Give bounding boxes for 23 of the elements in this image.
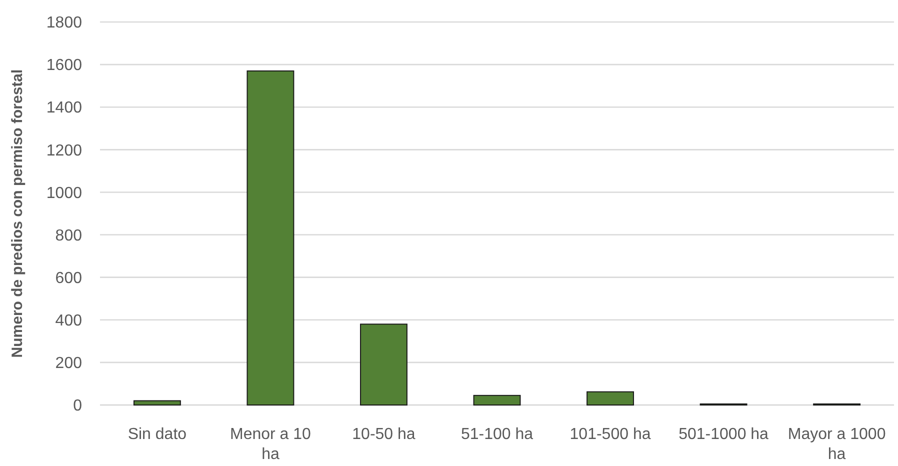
y-tick-label: 0 (73, 398, 82, 415)
bar (133, 400, 181, 406)
y-tick-label: 600 (55, 270, 82, 287)
x-tick-label: 10-50 ha (352, 426, 416, 443)
y-tick-label: 800 (55, 227, 82, 244)
y-axis-title: Numero de predios con permiso forestal (9, 69, 26, 358)
y-tick-label: 1000 (46, 184, 82, 202)
x-tick-label: 501-1000 ha (678, 426, 769, 443)
bar (586, 391, 634, 406)
bar (246, 70, 294, 406)
x-tick-label: Menor a 10 ha (230, 426, 312, 463)
y-tick-label: 400 (55, 312, 82, 330)
y-tick-label: 1600 (46, 57, 82, 74)
y-tick-label: 1800 (46, 14, 82, 32)
x-tick-label: Sin dato (128, 426, 187, 443)
x-tick-label: 51-100 ha (460, 426, 534, 443)
bar (473, 394, 521, 406)
y-tick-label: 200 (55, 355, 82, 372)
bar (360, 324, 408, 406)
y-tick-label: 1200 (46, 142, 82, 160)
x-tick-label: 101-500 ha (570, 426, 651, 443)
y-tick-label: 1400 (46, 100, 82, 117)
x-tick-label: Mayor a 1000 ha (788, 426, 886, 463)
